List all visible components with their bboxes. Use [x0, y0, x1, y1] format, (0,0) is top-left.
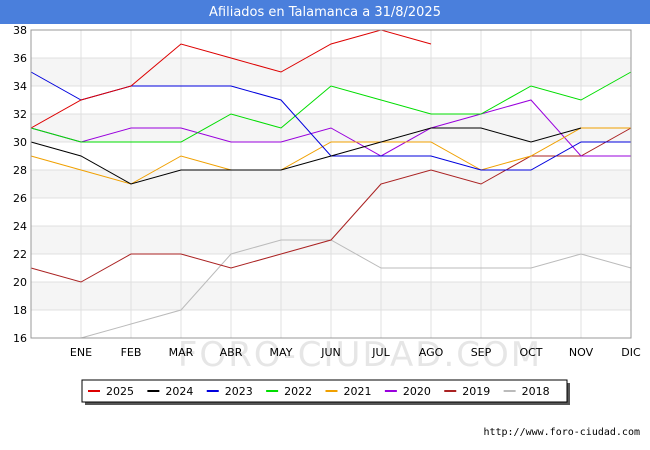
x-tick-label: ABR [220, 346, 243, 359]
legend-label-2018: 2018 [522, 385, 550, 398]
y-tick-label: 34 [13, 80, 27, 93]
x-tick-label: JUL [371, 346, 390, 359]
y-tick-label: 16 [13, 332, 27, 345]
series-layer [30, 29, 632, 339]
legend-label-2025: 2025 [106, 385, 134, 398]
legend-label-2019: 2019 [462, 385, 490, 398]
y-tick-label: 38 [13, 24, 27, 37]
legend-box [81, 379, 568, 403]
series-line-2022 [30, 71, 632, 143]
x-tick-label: DIC [621, 346, 641, 359]
series-line-2018 [80, 239, 632, 339]
y-tick-label: 22 [13, 248, 27, 261]
y-tick-label: 32 [13, 108, 27, 121]
y-tick-label: 24 [13, 220, 27, 233]
x-axis-ticks: ENE FEB MAR ABR MAY JUN JUL AGO SEP OCT NOV DIC [70, 346, 641, 359]
series-line-2020 [30, 99, 631, 157]
legend-label-2023: 2023 [225, 385, 253, 398]
legend: 2025 2024 2023 2022 2021 2020 2019 2018 [81, 379, 570, 405]
legend-label-2022: 2022 [284, 385, 312, 398]
y-tick-label: 18 [13, 304, 27, 317]
plot-frame [30, 29, 632, 339]
x-tick-label: JUN [320, 346, 341, 359]
y-tick-label: 20 [13, 276, 27, 289]
x-tick-label: NOV [569, 346, 594, 359]
chart-title: Afiliados en Talamanca a 31/8/2025 [0, 0, 650, 24]
axes [30, 29, 632, 339]
legend-label-2020: 2020 [403, 385, 431, 398]
x-tick-label: ENE [70, 346, 92, 359]
x-tick-label: MAY [270, 346, 293, 359]
series-line-2024 [30, 127, 582, 185]
legend-label-2024: 2024 [165, 385, 193, 398]
series-line-2025 [30, 29, 432, 129]
y-tick-label: 36 [13, 52, 27, 65]
y-axis-ticks: 16 18 20 22 24 26 28 30 32 34 36 38 [13, 24, 27, 345]
source-url[interactable]: http://www.foro-ciudad.com [483, 427, 640, 438]
y-tick-label: 30 [13, 136, 27, 149]
watermark: FORO-CIUDAD.COM [178, 335, 542, 375]
x-tick-label: FEB [121, 346, 142, 359]
y-tick-label: 28 [13, 164, 27, 177]
y-tick-label: 26 [13, 192, 27, 205]
x-tick-label: SEP [471, 346, 492, 359]
legend-label-2021: 2021 [344, 385, 372, 398]
x-tick-label: AGO [419, 346, 444, 359]
x-tick-label: MAR [169, 346, 194, 359]
x-tick-label: OCT [519, 346, 542, 359]
